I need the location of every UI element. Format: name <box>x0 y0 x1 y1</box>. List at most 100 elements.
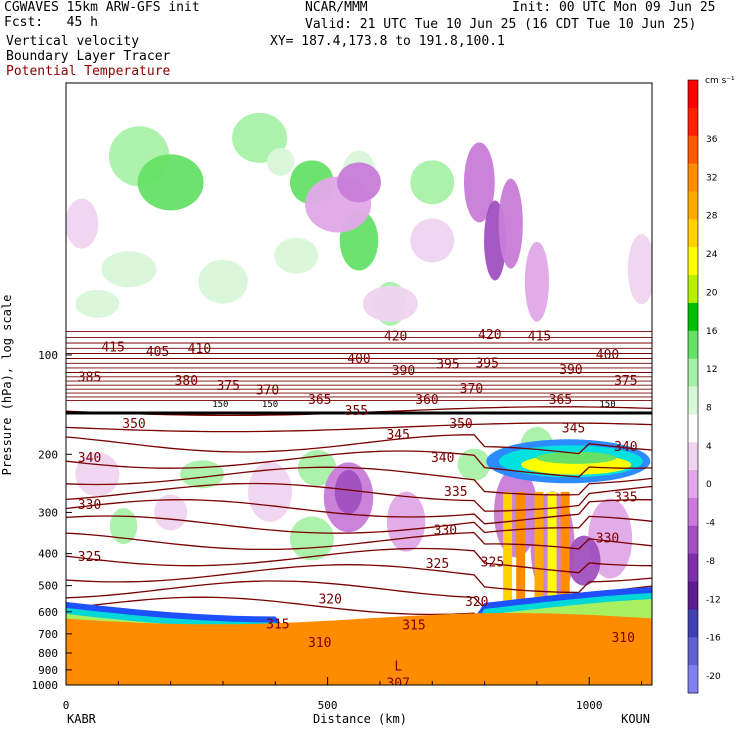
theta-label: 375 <box>614 374 637 389</box>
colorbar-swatch <box>688 358 698 387</box>
colorbar-swatch <box>688 80 698 109</box>
updraft-region <box>274 237 319 274</box>
colorbar-tick-label: 8 <box>706 404 712 414</box>
plot-frame <box>65 82 653 686</box>
theta-label: 405 <box>146 345 169 360</box>
theta-label: 350 <box>122 417 145 432</box>
theta-label: 310 <box>308 636 331 651</box>
theta-label: 395 <box>475 356 498 371</box>
colorbar-swatch <box>688 135 698 165</box>
theta-label: 320 <box>465 595 488 610</box>
theta-label: 315 <box>266 617 289 632</box>
colorbar-swatch <box>688 442 698 471</box>
theta-contour-line <box>66 515 652 534</box>
theta-label: 355 <box>345 404 368 419</box>
colorbar-swatch <box>688 609 698 638</box>
field-label-boundary-layer-tracer: Boundary Layer Tracer <box>6 49 171 64</box>
theta-label: 335 <box>614 490 637 505</box>
theta-label: 375 <box>216 379 239 394</box>
downdraft-region <box>334 469 363 514</box>
colorbar-unit: cm s⁻¹ <box>705 76 735 86</box>
terrain-and-boundary-layer <box>66 587 652 685</box>
convective-updraft-core <box>534 491 544 617</box>
downdraft-region <box>498 178 523 269</box>
forecast-hour: Fcst: 45 h <box>4 15 98 30</box>
x-tick-label: 0 <box>63 699 70 712</box>
colorbar-tick-label: 4 <box>706 442 712 452</box>
colorbar-swatch <box>688 414 698 443</box>
theta-contour-line <box>66 482 652 512</box>
theta-contour-line <box>66 547 652 574</box>
updraft-region <box>137 154 204 211</box>
theta-label: 410 <box>188 342 211 357</box>
theta-label: 150 <box>599 400 615 410</box>
axes: 100 200 300 400 500 600 700 800 900 1000 0 500 1000 <box>32 349 643 712</box>
updraft-region <box>297 449 337 486</box>
colorbar-tick-label: -12 <box>706 595 721 605</box>
theta-label: 320 <box>318 592 341 607</box>
y-tick-label: 500 <box>38 580 58 593</box>
low-pressure-marker: L <box>394 660 402 675</box>
theta-label: 325 <box>481 555 504 570</box>
theta-label: 390 <box>392 364 415 379</box>
downdraft-region <box>362 285 418 322</box>
y-tick-label: 800 <box>38 647 58 660</box>
theta-label: 365 <box>549 393 572 408</box>
theta-contour-line <box>66 531 652 551</box>
theta-label: 420 <box>478 328 501 343</box>
colorbar-swatch <box>688 247 698 276</box>
theta-contours <box>66 331 652 624</box>
theta-label: 370 <box>256 383 279 398</box>
convective-updraft-core <box>516 491 526 617</box>
theta-label: 395 <box>436 358 459 373</box>
theta-label: 400 <box>596 348 619 363</box>
theta-label: 415 <box>101 341 124 356</box>
downdraft-region <box>337 162 381 203</box>
right-endpoint-label: KOUN <box>621 712 650 726</box>
colorbar-swatch <box>688 386 698 415</box>
colorbar-swatch <box>688 553 698 583</box>
theta-label: 420 <box>384 330 407 345</box>
colorbar-tick-label: -16 <box>706 634 721 644</box>
field-label-vertical-velocity: Vertical velocity <box>6 34 140 49</box>
y-tick-label: 300 <box>38 506 58 519</box>
updraft-region <box>75 289 120 318</box>
colorbar-swatch <box>688 525 698 555</box>
theta-contour-line <box>66 434 652 455</box>
init-time: Init: 00 UTC Mon 09 Jun 25 <box>512 0 716 15</box>
colorbar-tick-label: -4 <box>706 519 715 529</box>
y-tick-label: 900 <box>38 664 58 677</box>
theta-label: 415 <box>528 330 551 345</box>
left-endpoint-label: KABR <box>67 712 97 726</box>
colorbar-tick-label: 24 <box>706 250 718 260</box>
theta-label: 325 <box>78 550 101 565</box>
y-tick-label: 1000 <box>32 679 59 692</box>
theta-label: 150 <box>262 400 278 410</box>
theta-label: 370 <box>460 382 483 397</box>
theta-label: 330 <box>78 498 101 513</box>
updraft-region <box>266 147 295 176</box>
colorbar-tick-label: 28 <box>706 212 718 222</box>
theta-label: 325 <box>426 557 449 572</box>
colorbar-tick-label: -8 <box>706 557 715 567</box>
x-tick-label: 500 <box>318 699 338 712</box>
x-tick-label: 1000 <box>576 699 603 712</box>
y-tick-label: 100 <box>38 349 58 362</box>
y-tick-label: 400 <box>38 548 58 561</box>
theta-label: 400 <box>347 352 370 367</box>
theta-label: 345 <box>386 428 409 443</box>
theta-label: 385 <box>78 370 101 385</box>
theta-label: 330 <box>596 532 619 547</box>
organization-label: NCAR/MMM <box>305 0 368 15</box>
y-tick-label: 700 <box>38 628 58 641</box>
colorbar-tick-label: 32 <box>706 173 717 183</box>
theta-contour-line <box>66 499 652 525</box>
colorbar-swatch <box>688 107 698 137</box>
anvil-core <box>536 451 617 464</box>
cross-section-coordinates: XY= 187.4,173.8 to 191.8,100.1 <box>270 34 505 49</box>
theta-label: 340 <box>431 451 454 466</box>
colorbar-swatch <box>688 470 698 499</box>
colorbar-swatch <box>688 219 698 248</box>
downdraft-region <box>410 218 455 263</box>
colorbar-tick-label: 36 <box>706 135 718 145</box>
